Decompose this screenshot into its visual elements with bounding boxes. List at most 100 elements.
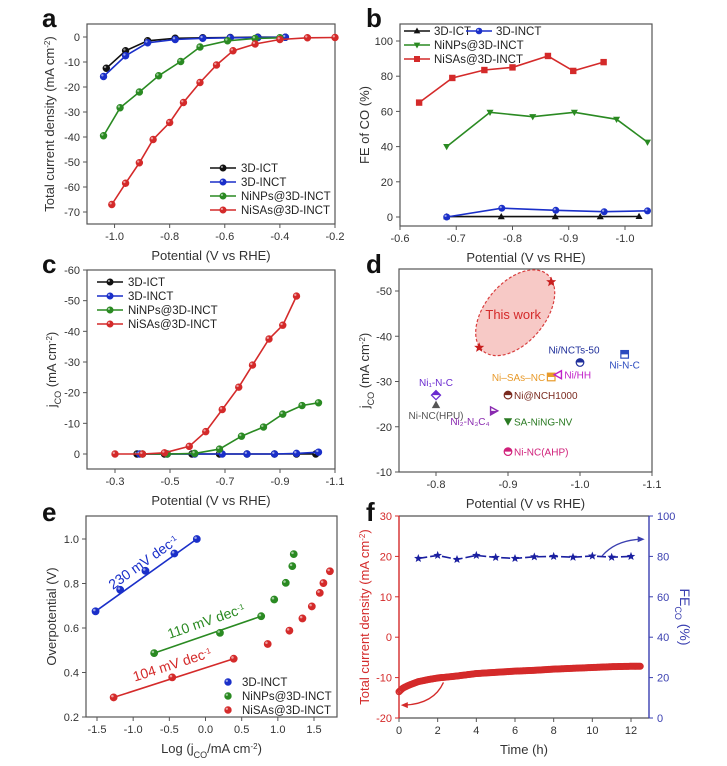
- data-point: [99, 132, 108, 140]
- x-tick-label: -0.3: [106, 476, 125, 488]
- data-point-highlight: [332, 35, 335, 38]
- data-point: [504, 447, 512, 452]
- y-tick-label: -20: [64, 82, 80, 94]
- x-tick-label: -0.9: [271, 476, 290, 488]
- x-tick-label: 10: [586, 725, 598, 737]
- y-right-tick-label: 20: [657, 673, 669, 685]
- data-point: [229, 654, 238, 663]
- x-tick-label: 8: [551, 725, 557, 737]
- x-tick-label: -0.7: [216, 476, 235, 488]
- data-point-highlight: [645, 208, 648, 211]
- legend-marker: [106, 320, 114, 328]
- data-point: [109, 693, 118, 702]
- x-tick-label: 1.5: [306, 724, 321, 736]
- data-point-highlight: [252, 36, 256, 39]
- data-point-highlight: [123, 180, 126, 184]
- data-point-highlight: [327, 568, 330, 572]
- x-tick-label: -1.1: [643, 479, 662, 491]
- data-point: [289, 550, 298, 559]
- data-point-highlight: [316, 400, 319, 403]
- data-point-highlight: [123, 48, 126, 51]
- data-point-highlight: [101, 74, 104, 77]
- x-tick-label: 6: [512, 725, 518, 737]
- legend-marker-highlight: [107, 321, 110, 324]
- series-nisas-3d-inct: [415, 52, 607, 106]
- data-point-highlight: [227, 35, 231, 38]
- legend-label: 3D-INCT: [241, 177, 286, 189]
- point-ni-ncts-50: Ni/NCTs-50: [548, 345, 600, 367]
- point-this-work: [474, 342, 485, 352]
- highlight-label: This work: [485, 307, 541, 322]
- data-point-highlight: [136, 89, 140, 92]
- data-point: [607, 552, 616, 561]
- data-point: [474, 342, 485, 352]
- data-point-highlight: [117, 587, 121, 590]
- data-point-highlight: [320, 580, 324, 584]
- y-tick-label: 80: [381, 71, 393, 83]
- data-point-highlight: [171, 550, 175, 554]
- data-point-highlight: [123, 53, 126, 56]
- x-axis-title: Potential (V vs RHE): [466, 250, 585, 265]
- series-line-ninps-3d-inct: [142, 402, 319, 455]
- data-point-highlight: [162, 450, 165, 453]
- x-tick-label: -0.8: [427, 479, 446, 491]
- data-point: [613, 116, 621, 123]
- left-axis-arrowhead: [400, 702, 408, 709]
- y-tick-label: 0.2: [64, 712, 79, 724]
- panel-label-d: d: [366, 249, 382, 279]
- y-right-tick-label: 60: [657, 592, 669, 604]
- data-point-highlight: [197, 44, 200, 48]
- data-point: [319, 579, 328, 587]
- y-tick-label: -20: [376, 422, 392, 434]
- data-point: [99, 72, 108, 81]
- legend-item-3d-ict: 3D-ICT: [210, 163, 278, 175]
- data-point-highlight: [117, 105, 121, 108]
- data-point: [257, 612, 266, 621]
- point-ni-hh: Ni/HH: [552, 369, 591, 382]
- y-tick-label: 100: [375, 36, 393, 48]
- legend-item-nisas-3d-inct: NiSAs@3D-INCT: [210, 205, 330, 217]
- data-point-highlight: [93, 608, 96, 612]
- data-point-highlight: [258, 613, 262, 617]
- data-point: [570, 109, 578, 116]
- legend-label: NiNPs@3D-INCT: [242, 691, 332, 703]
- data-point: [600, 58, 607, 66]
- data-point: [121, 179, 130, 187]
- data-point: [192, 535, 201, 543]
- legend-marker-highlight: [220, 193, 224, 197]
- legend-marker: [219, 164, 227, 172]
- legend-label: NiNPs@3D-INCT: [434, 40, 524, 52]
- data-point: [486, 109, 494, 116]
- data-point: [600, 208, 608, 216]
- data-point-highlight: [109, 202, 112, 205]
- legend-marker: [414, 56, 420, 62]
- data-point: [143, 39, 152, 47]
- legend-item-3d-inct: 3D-INCT: [210, 177, 286, 189]
- legend-marker-highlight: [225, 693, 228, 696]
- legend-item-nisas-3d-inct: NiSAs@3D-INCT: [404, 54, 523, 66]
- y-tick-label: 0: [74, 32, 80, 44]
- data-point: [176, 57, 185, 66]
- data-point-highlight: [203, 429, 206, 432]
- data-point-highlight: [225, 38, 228, 41]
- data-point: [576, 358, 584, 363]
- data-point: [179, 98, 188, 107]
- data-point-highlight: [291, 551, 294, 555]
- chart-panel-b: -0.6 -0.7 -0.8 -0.9 -1.0 Potential (V vs RHE)…: [357, 23, 653, 265]
- data-point: [150, 649, 159, 658]
- data-point: [185, 442, 193, 451]
- x-tick-label: 0.5: [234, 724, 249, 736]
- data-point-highlight: [316, 449, 319, 453]
- axis-indicator-arrows: [400, 536, 645, 709]
- data-point: [636, 662, 644, 670]
- series-ninps-3d-inct: [443, 109, 652, 151]
- point-sa-ning-nv: SA-NiNG-NV: [503, 417, 573, 428]
- data-point: [154, 72, 163, 80]
- point-label: Ni₁-N-C: [419, 378, 453, 389]
- data-point-highlight: [271, 597, 275, 600]
- data-point-highlight: [167, 120, 170, 123]
- panel-label-f: f: [366, 497, 375, 527]
- x-tick-label: 0.0: [198, 724, 213, 736]
- series-3d-ict: [443, 212, 643, 220]
- legend-label: NiSAs@3D-INCT: [241, 205, 330, 217]
